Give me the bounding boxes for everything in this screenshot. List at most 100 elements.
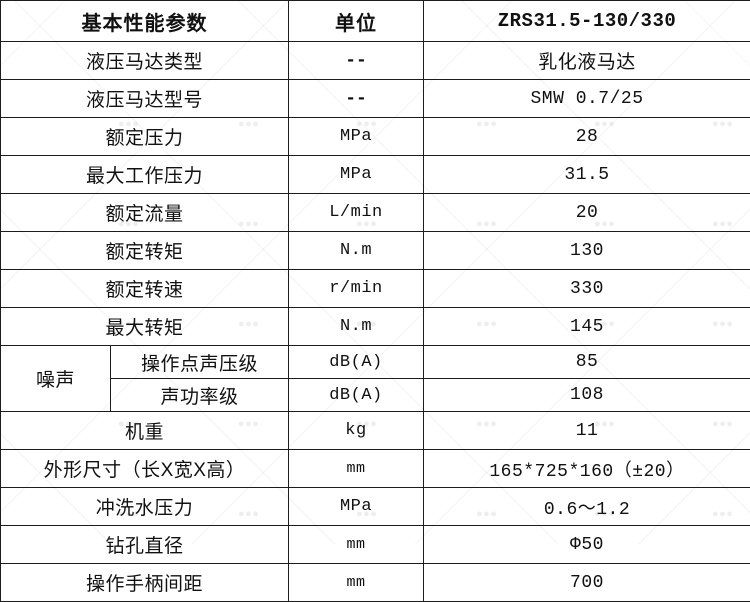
row-unit-cell: MPa	[289, 488, 424, 526]
header-cell-unit: 单位	[289, 1, 424, 42]
row-value-cell: 31.5	[424, 156, 750, 194]
row-value-cell: 乳化液马达	[424, 42, 750, 80]
row-unit-label: r/min	[289, 270, 423, 307]
row-value-label: Φ50	[424, 526, 750, 563]
row-unit-label: N.m	[289, 232, 423, 269]
row-parameter-cell: 操作点声压级	[111, 346, 289, 379]
table-row: 冲洗水压力 MPa 0.6～1.2	[1, 488, 750, 526]
noise-group-label: 噪声	[1, 346, 110, 411]
row-parameter-cell: 额定转矩	[1, 232, 289, 270]
row-value-label: 28	[424, 118, 750, 155]
table-row: 机重 kg 11	[1, 412, 750, 450]
header-model-label: ZRS31.5-130/330	[424, 1, 750, 41]
row-parameter-label: 液压马达型号	[1, 80, 288, 117]
row-value-cell: 85	[424, 346, 750, 379]
row-value-label: 330	[424, 270, 750, 307]
row-parameter-label: 最大工作压力	[1, 156, 288, 193]
row-parameter-cell: 液压马达型号	[1, 80, 289, 118]
table-row: 额定转速 r/min 330	[1, 270, 750, 308]
row-parameter-cell: 额定流量	[1, 194, 289, 232]
row-unit-label: --	[289, 80, 423, 117]
table-row: 液压马达型号 -- SMW 0.7/25	[1, 80, 750, 118]
row-parameter-label: 额定转矩	[1, 232, 288, 269]
row-unit-cell: mm	[289, 526, 424, 564]
row-parameter-label: 操作点声压级	[111, 346, 288, 378]
row-unit-label: N.m	[289, 308, 423, 345]
header-parameter-label: 基本性能参数	[1, 1, 288, 41]
row-value-cell: Φ50	[424, 526, 750, 564]
row-parameter-cell: 额定转速	[1, 270, 289, 308]
row-parameter-label: 钻孔直径	[1, 526, 288, 563]
table-row: 最大工作压力 MPa 31.5	[1, 156, 750, 194]
row-unit-cell: --	[289, 80, 424, 118]
row-parameter-cell: 机重	[1, 412, 289, 450]
row-value-label: 0.6～1.2	[424, 488, 750, 525]
row-parameter-cell: 外形尺寸（长X宽X高）	[1, 450, 289, 488]
row-value-cell: 28	[424, 118, 750, 156]
row-unit-cell: dB(A)	[289, 379, 424, 412]
row-unit-label: dB(A)	[289, 346, 423, 378]
row-value-label: 108	[424, 379, 750, 411]
row-value-label: 165*725*160（±20）	[424, 450, 750, 487]
row-parameter-label: 额定转速	[1, 270, 288, 307]
row-parameter-label: 最大转矩	[1, 308, 288, 345]
row-unit-cell: N.m	[289, 232, 424, 270]
row-value-cell: 11	[424, 412, 750, 450]
row-value-cell: 330	[424, 270, 750, 308]
row-unit-cell: mm	[289, 450, 424, 488]
row-unit-cell: dB(A)	[289, 346, 424, 379]
row-value-label: 11	[424, 412, 750, 449]
row-unit-cell: kg	[289, 412, 424, 450]
row-parameter-label: 冲洗水压力	[1, 488, 288, 525]
noise-group-cell: 噪声	[1, 346, 111, 412]
row-unit-cell: MPa	[289, 118, 424, 156]
table-row: 额定流量 L/min 20	[1, 194, 750, 232]
row-parameter-cell: 最大转矩	[1, 308, 289, 346]
row-unit-label: mm	[289, 526, 423, 563]
row-value-label: 乳化液马达	[424, 42, 750, 79]
row-parameter-label: 额定流量	[1, 194, 288, 231]
row-value-cell: SMW 0.7/25	[424, 80, 750, 118]
row-value-label: 130	[424, 232, 750, 269]
table-row: 操作手柄间距 mm 700	[1, 564, 750, 602]
row-parameter-label: 外形尺寸（长X宽X高）	[1, 450, 288, 487]
header-unit-label: 单位	[289, 1, 423, 41]
row-unit-label: mm	[289, 564, 423, 601]
row-unit-label: kg	[289, 412, 423, 449]
row-value-cell: 130	[424, 232, 750, 270]
row-unit-label: MPa	[289, 156, 423, 193]
row-parameter-cell: 操作手柄间距	[1, 564, 289, 602]
table-row: 额定转矩 N.m 130	[1, 232, 750, 270]
row-value-cell: 700	[424, 564, 750, 602]
header-cell-model: ZRS31.5-130/330	[424, 1, 750, 42]
row-unit-cell: L/min	[289, 194, 424, 232]
row-unit-cell: r/min	[289, 270, 424, 308]
row-value-label: 31.5	[424, 156, 750, 193]
row-unit-label: --	[289, 42, 423, 79]
row-unit-label: mm	[289, 450, 423, 487]
header-cell-parameter: 基本性能参数	[1, 1, 289, 42]
table-header-row: 基本性能参数 单位 ZRS31.5-130/330	[1, 1, 750, 42]
table-row: 钻孔直径 mm Φ50	[1, 526, 750, 564]
row-value-cell: 20	[424, 194, 750, 232]
row-parameter-label: 声功率级	[111, 379, 288, 411]
row-value-label: 145	[424, 308, 750, 345]
row-parameter-label: 操作手柄间距	[1, 564, 288, 601]
row-unit-cell: --	[289, 42, 424, 80]
table-row: 液压马达类型 -- 乳化液马达	[1, 42, 750, 80]
row-parameter-cell: 钻孔直径	[1, 526, 289, 564]
row-value-label: 700	[424, 564, 750, 601]
row-unit-cell: mm	[289, 564, 424, 602]
table-row: 最大转矩 N.m 145	[1, 308, 750, 346]
row-value-cell: 145	[424, 308, 750, 346]
row-unit-label: L/min	[289, 194, 423, 231]
row-parameter-cell: 冲洗水压力	[1, 488, 289, 526]
row-value-label: 85	[424, 346, 750, 378]
row-value-cell: 165*725*160（±20）	[424, 450, 750, 488]
table-row-noise-sound-pressure: 噪声 操作点声压级 dB(A) 85	[1, 346, 750, 379]
row-value-label: 20	[424, 194, 750, 231]
row-unit-label: dB(A)	[289, 379, 423, 411]
row-parameter-cell: 最大工作压力	[1, 156, 289, 194]
